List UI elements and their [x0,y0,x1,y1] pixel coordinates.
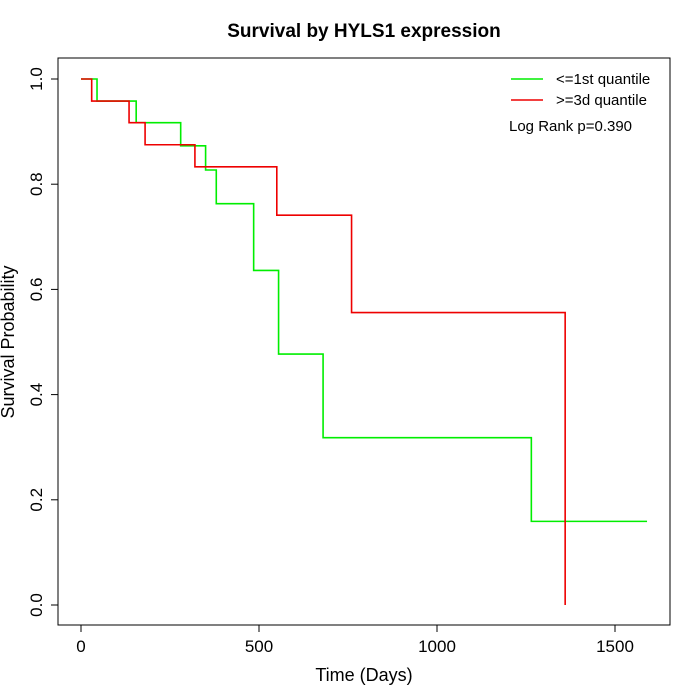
y-tick-label: 1.0 [27,67,46,91]
y-tick-label: 0.6 [27,278,46,302]
series-line-1 [81,78,648,523]
y-axis-label: Survival Probability [0,265,18,418]
chart-title: Survival by HYLS1 expression [227,21,501,42]
legend-label: <=1st quantile [556,71,650,88]
y-tick-label: 0.4 [27,383,46,407]
x-tick-label: 1500 [596,637,634,656]
legend-label: >=3d quantile [556,92,647,109]
y-axis: 0.0 0.2 0.4 0.6 0.8 1.0 [27,67,59,617]
series-line-2 [81,78,566,605]
x-axis-label: Time (Days) [315,665,412,685]
x-tick-label: 1000 [418,637,456,656]
log-rank-annotation: Log Rank p=0.390 [509,118,632,135]
y-tick-label: 0.0 [27,593,46,617]
x-axis: 0 500 1000 1500 [76,624,634,656]
legend: <=1st quantile >=3d quantile [511,71,650,109]
y-tick-label: 0.2 [27,488,46,512]
x-tick-label: 500 [245,637,273,656]
x-tick-label: 0 [76,637,85,656]
series-layer [81,78,648,605]
y-tick-label: 0.8 [27,172,46,196]
